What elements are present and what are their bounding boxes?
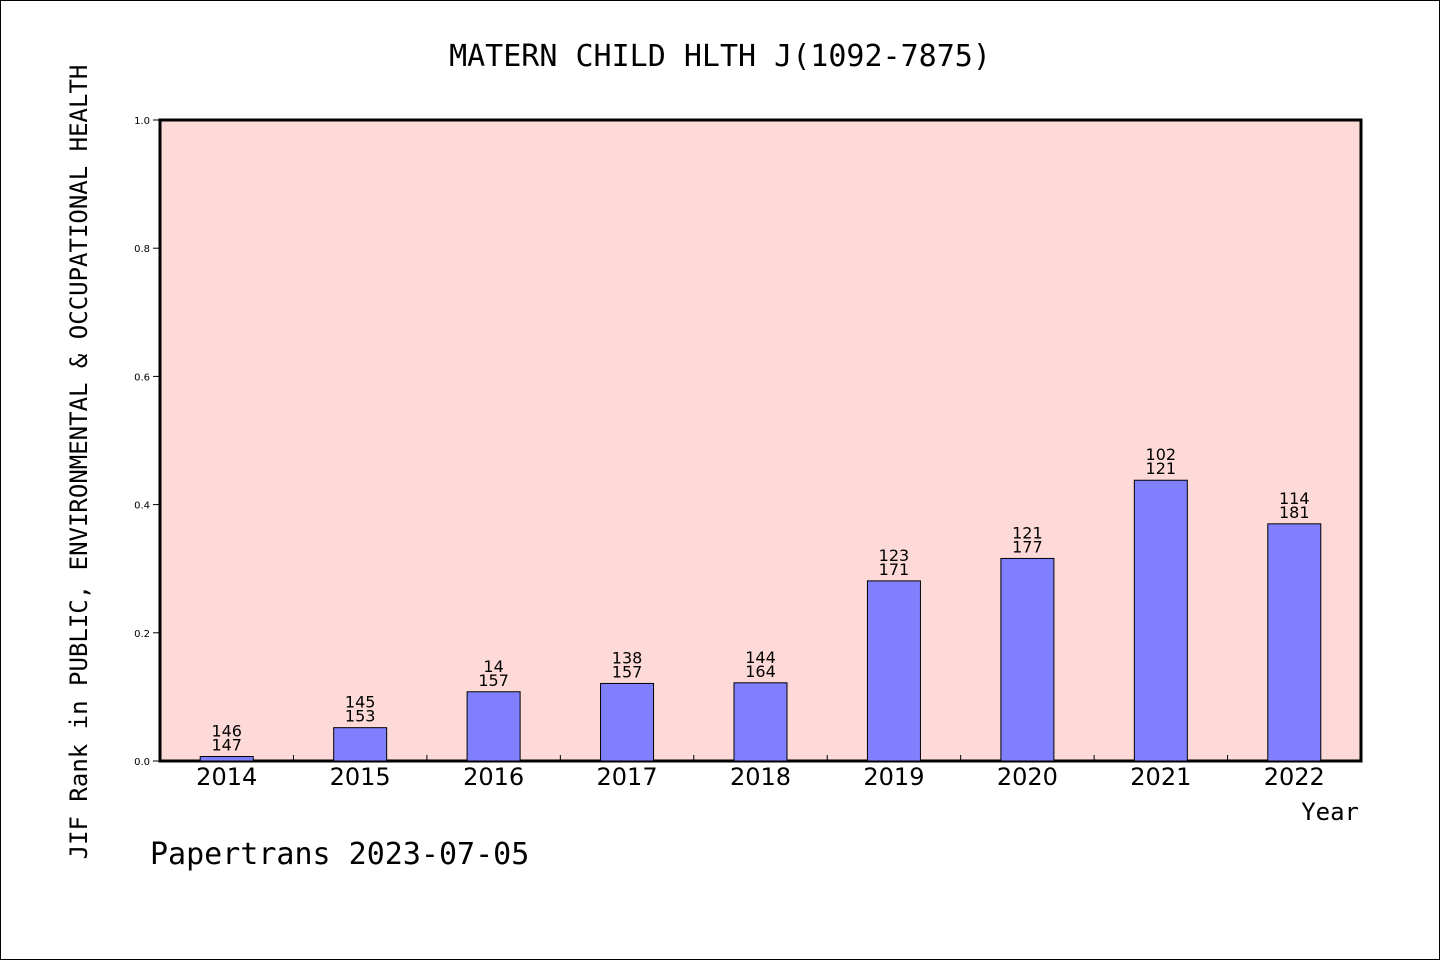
footer-credit: Papertrans 2023-07-05 [150, 837, 529, 872]
bar [1267, 523, 1322, 762]
bar-label-bottom: 121 [1146, 459, 1177, 478]
x-tick-label: 2014 [196, 763, 257, 791]
bar [866, 580, 921, 762]
bar-label-top: 144 [745, 648, 776, 667]
x-tick-label: 2018 [730, 763, 791, 791]
x-tick-label: 2016 [463, 763, 524, 791]
bar [199, 756, 254, 762]
y-tick-label: 0.4 [134, 501, 150, 512]
x-tick-label: 2021 [1130, 763, 1191, 791]
bar-label-top: 102 [1146, 445, 1177, 464]
bar-label-top: 14 [483, 657, 503, 676]
chart-title: MATERN CHILD HLTH J(1092-7875) [449, 39, 991, 74]
bar-label-bottom: 164 [745, 662, 776, 681]
bar [1000, 557, 1055, 762]
y-tick-label: 0.2 [134, 629, 150, 640]
bar [600, 682, 655, 762]
bar-label-top: 121 [1012, 523, 1043, 542]
bar-label-top: 138 [612, 648, 643, 667]
bar-label-bottom: 153 [345, 707, 376, 726]
x-tick-label: 2015 [330, 763, 391, 791]
x-tick-label: 2017 [597, 763, 658, 791]
y-tick-label: 1.0 [134, 116, 150, 127]
bar [333, 727, 388, 762]
bar-label-top: 146 [211, 722, 242, 741]
x-tick-label: 2019 [863, 763, 924, 791]
bar [733, 682, 788, 762]
bar [466, 691, 521, 762]
bar [1133, 479, 1188, 762]
bar-label-bottom: 157 [478, 671, 509, 690]
bar-series: 1461471451531415713815714416412317112117… [199, 445, 1322, 762]
bar-label-top: 114 [1279, 489, 1310, 508]
bar-label-bottom: 147 [211, 736, 242, 755]
bar-label-bottom: 177 [1012, 537, 1043, 556]
y-tick-label: 0.0 [134, 757, 150, 768]
x-axis: 2014 2015 2016 2017 2018 2019 2020 2021 2022 [196, 755, 1325, 791]
x-axis-label: Year [1301, 798, 1359, 826]
y-axis: 0.0 0.2 0.4 0.6 0.8 1.0 [134, 116, 160, 768]
bar-label-top: 123 [879, 546, 910, 565]
bar-label-bottom: 181 [1279, 503, 1310, 522]
y-tick-label: 0.8 [134, 244, 150, 255]
x-tick-label: 2022 [1264, 763, 1325, 791]
bar-label-top: 145 [345, 693, 376, 712]
y-axis-label: JIF Rank in PUBLIC, ENVIRONMENTAL & OCCU… [65, 65, 93, 860]
y-tick-label: 0.6 [134, 372, 150, 383]
bar-label-bottom: 171 [879, 560, 910, 579]
x-tick-label: 2020 [997, 763, 1058, 791]
bar-label-bottom: 157 [612, 662, 643, 681]
